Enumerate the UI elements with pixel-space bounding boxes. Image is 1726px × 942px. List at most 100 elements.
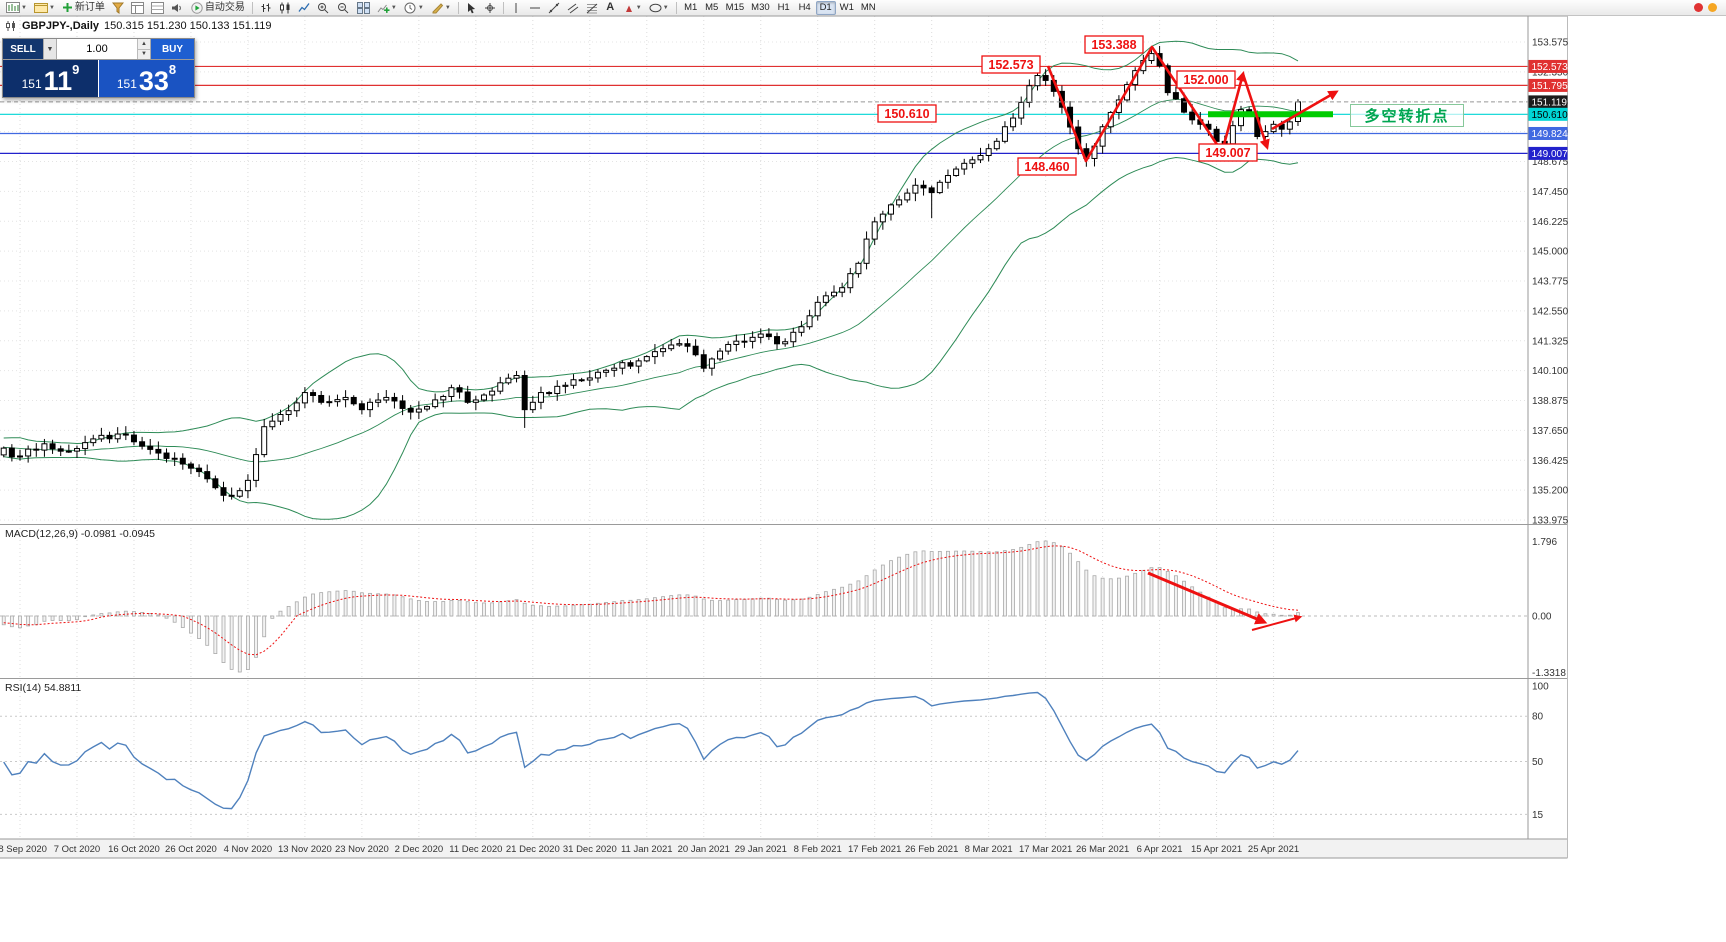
panel-frames	[0, 15, 1568, 859]
volume-up-button[interactable]: ▲	[138, 39, 150, 50]
bar-chart-mode-button[interactable]	[257, 1, 275, 15]
data-window-button[interactable]	[148, 1, 167, 15]
svg-text:149.824: 149.824	[1532, 129, 1569, 140]
time-axis: 28 Sep 2020 7 Oct 2020 16 Oct 2020 26 Oct 2…	[0, 844, 1299, 855]
zoom-in-icon	[317, 2, 329, 13]
volume-down-button[interactable]: ▼	[138, 49, 150, 59]
text-tool[interactable]: A	[606, 1, 615, 13]
profiles-button[interactable]: ▼	[31, 1, 58, 15]
svg-text:25 Apr 2021: 25 Apr 2021	[1248, 844, 1299, 855]
caret-icon: ▼	[444, 4, 451, 11]
svg-text:6 Apr 2021: 6 Apr 2021	[1137, 844, 1183, 855]
timeframe-button-H1[interactable]: H1	[777, 1, 790, 13]
svg-text:143.775: 143.775	[1532, 277, 1569, 288]
ohlc-values: 150.315 151.230 150.133 151.119	[104, 20, 272, 32]
crosshair-tool-button[interactable]	[481, 1, 499, 15]
svg-text:146.225: 146.225	[1532, 217, 1569, 228]
line-chart-mode-button[interactable]	[295, 1, 313, 15]
timeframe-button-M5[interactable]: M5	[705, 1, 719, 13]
filter-button[interactable]	[109, 1, 127, 15]
zoom-in-button[interactable]	[314, 1, 333, 15]
order-type-dropdown[interactable]: ▼	[43, 39, 57, 59]
shapes-tool[interactable]: ▼	[646, 1, 672, 15]
svg-text:151.795: 151.795	[1532, 81, 1569, 92]
trend-note: 多空转折点	[1350, 104, 1464, 127]
vertical-line-tool[interactable]	[508, 1, 525, 15]
svg-text:-1.3318: -1.3318	[1532, 668, 1566, 679]
auto-trading-button[interactable]: 自动交易	[188, 1, 248, 15]
timeframe-button-MN[interactable]: MN	[860, 1, 876, 13]
market-watch-button[interactable]	[128, 1, 147, 15]
svg-text:15 Apr 2021: 15 Apr 2021	[1191, 844, 1242, 855]
svg-text:151.119: 151.119	[1532, 97, 1568, 108]
sell-button[interactable]: SELL	[3, 39, 43, 59]
caret-icon: ▼	[48, 4, 55, 11]
svg-text:80: 80	[1532, 712, 1544, 723]
buy-price-main: 33	[138, 66, 169, 97]
candlestick-mode-button[interactable]	[276, 1, 294, 15]
svg-text:11 Dec 2020: 11 Dec 2020	[449, 844, 502, 855]
zigzag-annotation	[1046, 45, 1339, 163]
zoom-out-icon	[337, 2, 349, 13]
svg-text:152.000: 152.000	[1183, 73, 1228, 87]
caret-icon: ▼	[662, 4, 669, 11]
arrow-icon	[625, 5, 632, 12]
buy-button[interactable]: BUY	[150, 39, 194, 59]
timeframe-button-W1[interactable]: W1	[839, 1, 854, 13]
svg-text:20 Jan 2021: 20 Jan 2021	[678, 844, 730, 855]
timeframe-button-M30[interactable]: M30	[751, 1, 770, 13]
status-dot-orange-icon	[1708, 3, 1717, 12]
cursor-tool-button[interactable]	[463, 1, 480, 15]
svg-text:26 Feb 2021: 26 Feb 2021	[905, 844, 958, 855]
indicator-axes: 1.796 0.00 -1.3318 100 80 50 15	[1532, 537, 1566, 821]
buy-price-display[interactable]: 151 33 8	[98, 60, 194, 97]
new-order-button[interactable]: 新订单	[59, 1, 108, 15]
sound-button[interactable]	[168, 1, 187, 15]
timeframe-group: M1 M5 M15 M30 H1 H4 D1 W1 MN	[681, 0, 879, 15]
trendline-tool[interactable]	[545, 1, 563, 15]
svg-text:145.000: 145.000	[1532, 247, 1569, 258]
toolbar: ▼ ▼ 新订单 自动交易 ▼ ▼ ▼ A ▼ ▼ M1 M5 M15 M30 H1 H4 D…	[0, 0, 1726, 16]
caret-icon: ▼	[635, 4, 642, 11]
speaker-icon	[171, 3, 181, 12]
svg-text:1.796: 1.796	[1532, 537, 1557, 548]
arrows-tool[interactable]: ▼	[620, 1, 645, 15]
caret-icon: ▼	[21, 4, 27, 11]
fibonacci-tool[interactable]	[583, 1, 601, 15]
timeframe-button-M15[interactable]: M15	[725, 1, 745, 13]
timeframe-button-D1[interactable]: D1	[815, 0, 836, 15]
sell-price-display[interactable]: 151 11 9	[3, 60, 98, 97]
timeframe-button-M1[interactable]: M1	[684, 1, 698, 13]
price-annotation-boxes: 152.573 153.388 152.000 150.610 148.460 149.0…	[877, 35, 1258, 176]
horizontal-line-tool[interactable]	[526, 1, 544, 15]
svg-text:135.200: 135.200	[1532, 486, 1569, 497]
volume-field: ▲ ▼	[57, 39, 150, 59]
caret-icon: ▼	[390, 4, 397, 11]
new-chart-button[interactable]: ▼	[3, 1, 30, 15]
svg-text:152.573: 152.573	[1532, 62, 1569, 73]
periods-button[interactable]: ▼	[401, 1, 427, 15]
crosshair-icon	[484, 2, 495, 13]
svg-text:29 Jan 2021: 29 Jan 2021	[735, 844, 787, 855]
svg-text:153.575: 153.575	[1532, 38, 1569, 49]
new-order-label: 新订单	[74, 1, 105, 13]
caret-icon: ▼	[417, 4, 424, 11]
svg-text:8 Mar 2021: 8 Mar 2021	[965, 844, 1013, 855]
svg-text:50: 50	[1532, 757, 1544, 768]
templates-button[interactable]: ▼	[428, 1, 454, 15]
auto-trading-label: 自动交易	[204, 1, 245, 13]
zoom-out-button[interactable]	[334, 1, 353, 15]
svg-text:4 Nov 2020: 4 Nov 2020	[224, 844, 273, 855]
cursor-icon	[467, 2, 475, 13]
indicators-button[interactable]: ▼	[374, 1, 400, 15]
svg-text:138.875: 138.875	[1532, 396, 1569, 407]
timeframe-button-H4[interactable]: H4	[798, 1, 811, 13]
grid	[0, 16, 1528, 839]
svg-text:17 Feb 2021: 17 Feb 2021	[848, 844, 901, 855]
tile-windows-button[interactable]	[354, 1, 373, 15]
volume-input[interactable]	[57, 39, 137, 59]
channel-tool[interactable]	[564, 1, 582, 15]
svg-text:16 Oct 2020: 16 Oct 2020	[108, 844, 160, 855]
svg-text:100: 100	[1532, 682, 1549, 693]
